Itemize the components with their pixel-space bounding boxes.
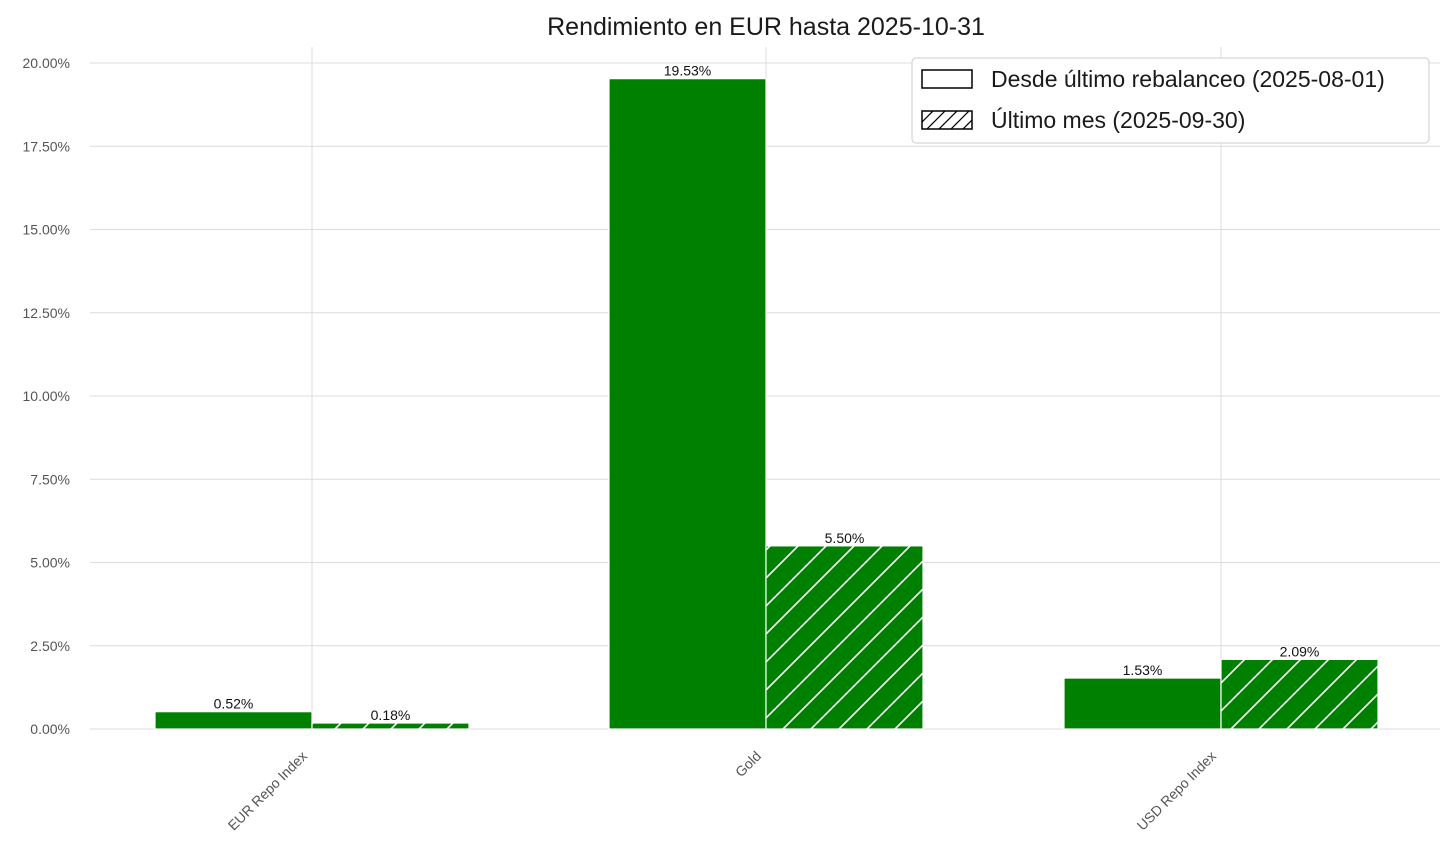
legend-swatch-hatched — [921, 110, 973, 130]
chart-title: Rendimiento en EUR hasta 2025-10-31 — [547, 13, 985, 41]
legend-frame — [911, 57, 1430, 144]
bar-hatch-overlay — [312, 723, 469, 729]
bar-value-label: 0.18% — [371, 707, 411, 723]
y-tick-label: 5.00% — [30, 555, 70, 571]
legend: Desde último rebalanceo (2025-08-01) Últ… — [911, 57, 1430, 144]
x-axis-ticks: EUR Repo Index Gold USD Repo Index — [225, 748, 1220, 834]
legend-label-since-rebalance: Desde último rebalanceo (2025-08-01) — [991, 66, 1385, 92]
legend-swatch-plain — [921, 69, 973, 89]
bar-since-rebalance — [1063, 677, 1222, 730]
y-tick-label: 20.00% — [23, 55, 70, 71]
y-tick-label: 17.50% — [23, 138, 70, 154]
y-tick-label: 0.00% — [30, 721, 70, 737]
y-tick-label: 10.00% — [23, 388, 70, 404]
x-tick-label: Gold — [732, 748, 764, 780]
bar-value-label: 5.50% — [825, 530, 865, 546]
bar-value-label: 19.53% — [664, 63, 711, 79]
bar-value-label: 0.52% — [214, 696, 254, 712]
x-tick-label: EUR Repo Index — [225, 748, 311, 834]
y-tick-label: 7.50% — [30, 471, 70, 487]
bar-value-label: 1.53% — [1123, 662, 1163, 678]
x-tick-label: USD Repo Index — [1134, 748, 1220, 834]
bar-hatch-overlay — [766, 545, 923, 729]
y-tick-label: 15.00% — [23, 222, 70, 238]
bar-since-rebalance — [608, 78, 767, 730]
y-axis-ticks: 0.00% 2.50% 5.00% 7.50% 10.00% 12.50% 15.00% 17… — [23, 55, 70, 737]
legend-label-last-month: Último mes (2025-09-30) — [991, 107, 1245, 133]
bar-value-label: 2.09% — [1280, 643, 1320, 659]
y-tick-label: 12.50% — [23, 305, 70, 321]
bars — [154, 78, 1379, 730]
data-labels: 0.52% 19.53% 1.53% 0.18% 5.50% 2.09% — [214, 63, 1320, 723]
y-tick-label: 2.50% — [30, 638, 70, 654]
bar-since-rebalance — [154, 711, 313, 730]
bar-hatch-overlay — [1221, 659, 1378, 729]
